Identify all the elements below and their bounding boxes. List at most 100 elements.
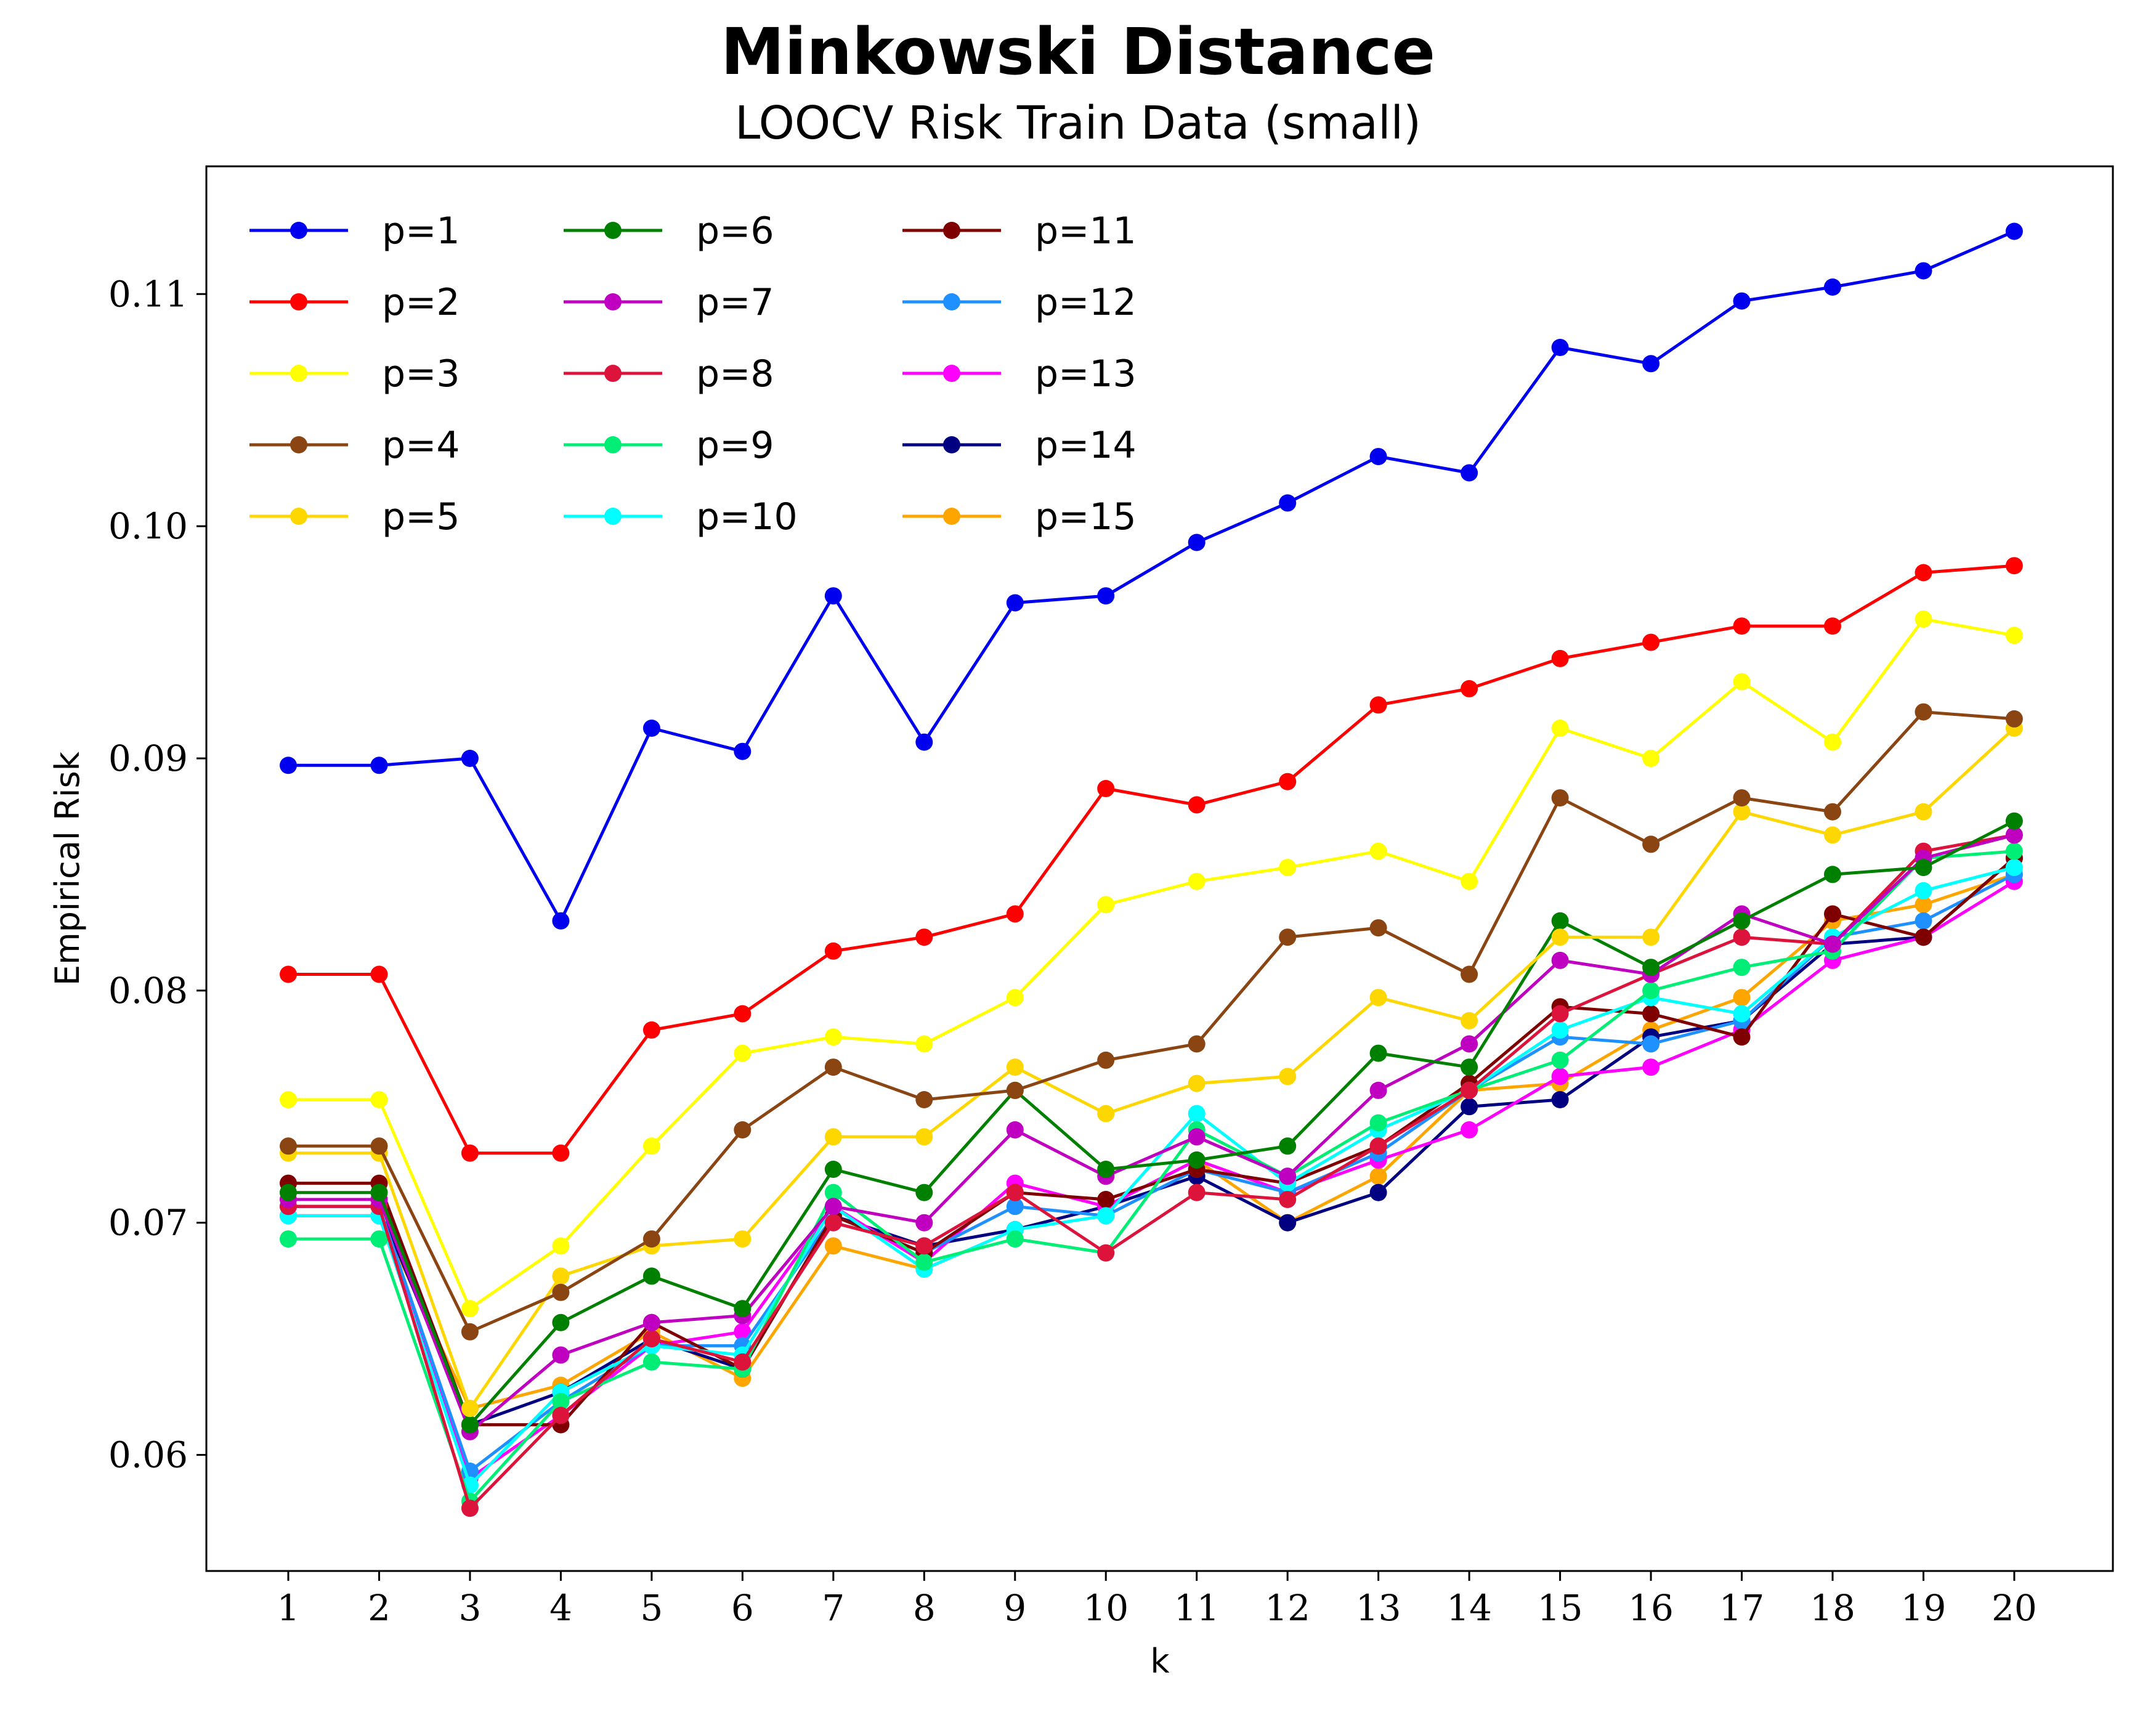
data-point (915, 1128, 933, 1146)
data-point (1461, 872, 1478, 890)
y-axis-ticks: 0.06 0.07 0.08 0.09 0.10 0.11 (108, 273, 206, 1476)
legend-label: p=6 (696, 209, 774, 253)
data-point (1188, 872, 1206, 890)
data-point (1279, 859, 1297, 877)
data-point (1461, 1012, 1478, 1029)
x-tick-label: 16 (1628, 1587, 1674, 1629)
data-point (1824, 617, 1841, 635)
legend-marker (290, 222, 307, 239)
data-point (1006, 1183, 1024, 1201)
data-point (1097, 896, 1115, 914)
data-point (1461, 464, 1478, 482)
chart-subtitle: LOOCV Risk Train Data (small) (735, 97, 1421, 150)
legend-marker (943, 508, 960, 525)
data-point (1733, 789, 1751, 807)
x-tick-label: 9 (1003, 1587, 1026, 1629)
data-point (1097, 587, 1115, 605)
legend-item: p=4 (249, 424, 460, 467)
data-point (1733, 673, 1751, 691)
data-point (1551, 1051, 1569, 1069)
series-line (288, 866, 2015, 1487)
legend-label: p=9 (696, 424, 774, 467)
data-point (734, 1044, 752, 1062)
legend-label: p=4 (382, 424, 460, 467)
x-tick-label: 14 (1446, 1587, 1492, 1629)
data-point (1188, 1105, 1206, 1122)
data-point (915, 1253, 933, 1271)
legend-item: p=9 (564, 424, 774, 467)
data-point (2005, 222, 2023, 240)
data-point (915, 1183, 933, 1201)
data-point (1642, 981, 1660, 999)
data-point (824, 1128, 842, 1146)
data-point (1097, 1051, 1115, 1069)
data-point (1461, 1058, 1478, 1076)
data-point (1279, 1214, 1297, 1232)
series-p-5 (280, 720, 2023, 1418)
data-point (370, 965, 388, 983)
legend-label: p=10 (696, 495, 798, 538)
data-point (280, 1137, 297, 1155)
legend-item: p=14 (902, 424, 1137, 467)
data-point (1551, 928, 1569, 946)
data-point (370, 1091, 388, 1108)
data-point (642, 1313, 660, 1331)
data-point (1824, 803, 1841, 821)
data-point (2005, 557, 2023, 575)
legend-marker (604, 365, 622, 382)
series-line (288, 710, 2015, 1334)
series-line (288, 833, 2015, 1434)
data-point (1369, 1137, 1387, 1155)
x-tick-label: 4 (549, 1587, 572, 1629)
y-tick-label: 0.08 (108, 970, 188, 1012)
data-point (1188, 1128, 1206, 1146)
data-point (1006, 905, 1024, 923)
legend-label: p=2 (382, 281, 460, 324)
data-point (1097, 1244, 1115, 1262)
x-tick-label: 5 (640, 1587, 663, 1629)
data-point (1824, 278, 1841, 296)
legend-marker (290, 365, 307, 382)
data-point (824, 1237, 842, 1255)
legend-label: p=1 (382, 209, 460, 253)
x-tick-label: 2 (368, 1587, 391, 1629)
data-point (1461, 1035, 1478, 1053)
data-point (1642, 1058, 1660, 1076)
data-point (1642, 633, 1660, 651)
data-point (642, 1353, 660, 1371)
legend-marker (943, 293, 960, 310)
data-point (461, 1416, 479, 1434)
legend-marker (943, 222, 960, 239)
data-point (1279, 1167, 1297, 1185)
legend-item: p=6 (564, 209, 774, 253)
data-point (1915, 912, 1932, 930)
legend-label: p=3 (382, 352, 460, 396)
data-point (1461, 680, 1478, 697)
data-point (2005, 627, 2023, 644)
x-tick-label: 10 (1083, 1587, 1129, 1629)
x-tick-label: 12 (1265, 1587, 1310, 1629)
data-point (734, 1323, 752, 1341)
data-point (1097, 1207, 1115, 1225)
legend-item: p=13 (902, 352, 1137, 396)
data-point (1279, 1068, 1297, 1086)
data-point (1551, 789, 1569, 807)
data-point (1188, 1151, 1206, 1169)
legend-marker (604, 293, 622, 310)
data-point (1551, 339, 1569, 356)
data-point (2005, 859, 2023, 877)
data-point (915, 1237, 933, 1255)
legend: p=1 p=2 p=3 p=4 p=5 p=6 p=7 p=8 p=9 p=10 p=11 p=12 p… (249, 209, 1137, 538)
data-point (1824, 935, 1841, 953)
legend-label: p=14 (1035, 424, 1137, 467)
data-point (1733, 292, 1751, 310)
data-point (1915, 803, 1932, 821)
data-point (1915, 262, 1932, 280)
data-point (552, 912, 570, 930)
series-p-3 (280, 610, 2023, 1318)
data-point (1824, 733, 1841, 751)
data-point (1369, 448, 1387, 466)
data-point (824, 1214, 842, 1232)
data-point (1006, 1230, 1024, 1248)
series-line (288, 850, 2015, 1503)
